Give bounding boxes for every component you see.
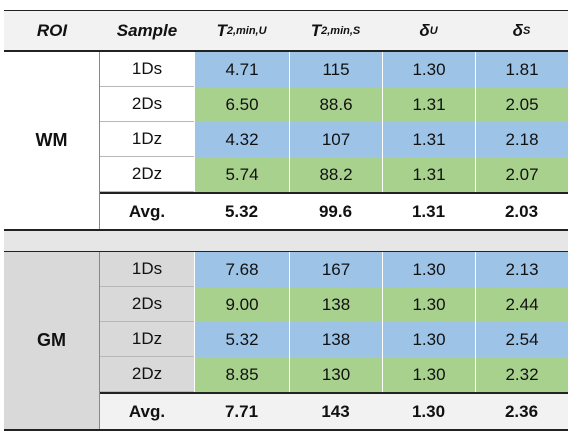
avg-du: 1.31 [411, 201, 446, 221]
avg-t2s: 99.6 [318, 201, 353, 221]
avg-ds: 2.03 [504, 201, 539, 221]
table-row: 2Ds 9.00 138 1.30 2.44 [100, 287, 568, 322]
sample-cell: 2Dz [100, 357, 194, 392]
ds-cell: 2.18 [475, 122, 568, 157]
t2u-cell: 5.74 [194, 157, 289, 192]
table-row: 1Dz 4.32 107 1.31 2.18 [100, 122, 568, 157]
ds-cell: 2.32 [475, 357, 568, 392]
avg-t2s: 143 [321, 401, 350, 421]
t2u-cell: 4.71 [194, 52, 289, 87]
avg-label: Avg. [128, 201, 166, 221]
header-sample: Sample [116, 20, 178, 40]
roi-gm: GM [4, 252, 100, 429]
group-separator [4, 229, 568, 252]
t2s-cell: 167 [289, 252, 382, 287]
sample-cell: 1Ds [100, 252, 194, 287]
header-roi: ROI [36, 20, 68, 40]
avg-du: 1.30 [411, 401, 446, 421]
sample-cell: 1Dz [100, 122, 194, 157]
sample-cell: 1Dz [100, 322, 194, 357]
t2u-cell: 7.68 [194, 252, 289, 287]
wm-group: WM 1Ds 4.71 115 1.30 1.81 2Ds 6.50 88.6 … [4, 52, 568, 229]
table-row: 1Dz 5.32 138 1.30 2.54 [100, 322, 568, 357]
table-row: 2Ds 6.50 88.6 1.31 2.05 [100, 87, 568, 122]
t2u-cell: 4.32 [194, 122, 289, 157]
t2u-cell: 8.85 [194, 357, 289, 392]
t2s-cell: 115 [289, 52, 382, 87]
du-cell: 1.31 [382, 122, 475, 157]
du-cell: 1.30 [382, 287, 475, 322]
table-row: 2Dz 5.74 88.2 1.31 2.07 [100, 157, 568, 192]
t2s-cell: 107 [289, 122, 382, 157]
t2s-cell: 138 [289, 287, 382, 322]
header-t2-min-u: T 2,min,U [216, 20, 267, 40]
roi-wm: WM [4, 52, 100, 229]
sample-cell: 1Ds [100, 52, 194, 87]
ds-cell: 2.54 [475, 322, 568, 357]
du-cell: 1.31 [382, 87, 475, 122]
avg-row: Avg. 7.71 143 1.30 2.36 [100, 392, 568, 429]
du-cell: 1.31 [382, 157, 475, 192]
ds-cell: 2.05 [475, 87, 568, 122]
avg-label: Avg. [128, 401, 166, 421]
sample-cell: 2Ds [100, 287, 194, 322]
du-cell: 1.30 [382, 322, 475, 357]
du-cell: 1.30 [382, 357, 475, 392]
sample-cell: 2Ds [100, 87, 194, 122]
ds-cell: 1.81 [475, 52, 568, 87]
avg-t2u: 5.32 [224, 201, 259, 221]
t2s-cell: 88.6 [289, 87, 382, 122]
avg-ds: 2.36 [504, 401, 539, 421]
du-cell: 1.30 [382, 252, 475, 287]
t2s-cell: 138 [289, 322, 382, 357]
t2u-cell: 5.32 [194, 322, 289, 357]
table-row: 2Dz 8.85 130 1.30 2.32 [100, 357, 568, 392]
t2s-cell: 88.2 [289, 157, 382, 192]
avg-t2u: 7.71 [224, 401, 259, 421]
t2u-cell: 9.00 [194, 287, 289, 322]
ds-cell: 2.44 [475, 287, 568, 322]
table-bottom-rule [4, 429, 568, 431]
ds-cell: 2.13 [475, 252, 568, 287]
t2u-cell: 6.50 [194, 87, 289, 122]
t2s-cell: 130 [289, 357, 382, 392]
du-cell: 1.30 [382, 52, 475, 87]
table-row: 1Ds 7.68 167 1.30 2.13 [100, 252, 568, 287]
table-row: 1Ds 4.71 115 1.30 1.81 [100, 52, 568, 87]
header-t2-min-s: T 2,min,S [310, 20, 361, 40]
avg-row: Avg. 5.32 99.6 1.31 2.03 [100, 192, 568, 229]
ds-cell: 2.07 [475, 157, 568, 192]
gm-group: GM 1Ds 7.68 167 1.30 2.13 2Ds 9.00 138 1… [4, 252, 568, 429]
sample-cell: 2Dz [100, 157, 194, 192]
